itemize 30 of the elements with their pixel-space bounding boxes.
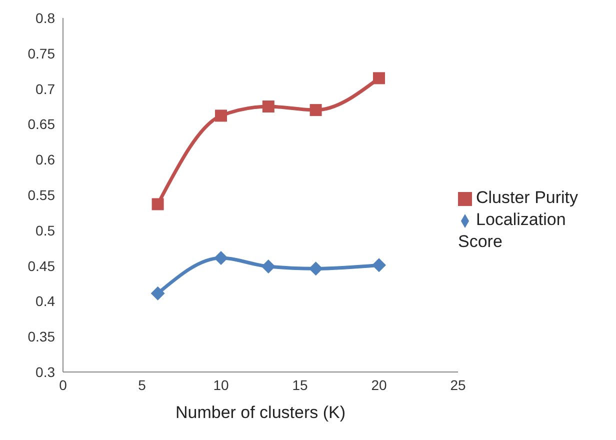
point: [373, 72, 385, 84]
x-axis-title: Number of clusters (K): [175, 403, 346, 422]
x-tick-label: 20: [371, 376, 387, 393]
point: [261, 260, 276, 274]
point: [150, 286, 165, 300]
y-tick-label: 0.8: [36, 10, 56, 26]
y-tick-label: 0.55: [28, 186, 56, 203]
y-tick-label: 0.3: [36, 364, 56, 380]
x-tick-label: 15: [292, 376, 308, 393]
x-tick-label: 5: [138, 376, 146, 393]
y-tick-label: 0.4: [36, 293, 56, 310]
point: [308, 262, 323, 276]
y-tick-label: 0.5: [36, 222, 56, 238]
y-tick-label: 0.75: [28, 45, 56, 62]
legend-label: Localization Score: [458, 210, 566, 251]
point: [372, 258, 386, 272]
y-tick-label: 0.6: [36, 152, 56, 168]
point: [215, 110, 227, 122]
point: [214, 251, 228, 266]
point: [152, 198, 164, 210]
y-tick-label: 0.65: [28, 116, 56, 132]
x-tick-label: 10: [213, 376, 229, 393]
point: [262, 100, 274, 112]
y-tick-label: 0.7: [36, 80, 56, 97]
y-tick-label: 0.45: [28, 258, 56, 274]
point: [310, 104, 322, 116]
legend-label: Cluster Purity: [476, 188, 578, 207]
y-tick-label: 0.35: [28, 328, 56, 345]
x-tick-label: 25: [450, 376, 466, 393]
x-tick-label: 0: [59, 376, 68, 393]
